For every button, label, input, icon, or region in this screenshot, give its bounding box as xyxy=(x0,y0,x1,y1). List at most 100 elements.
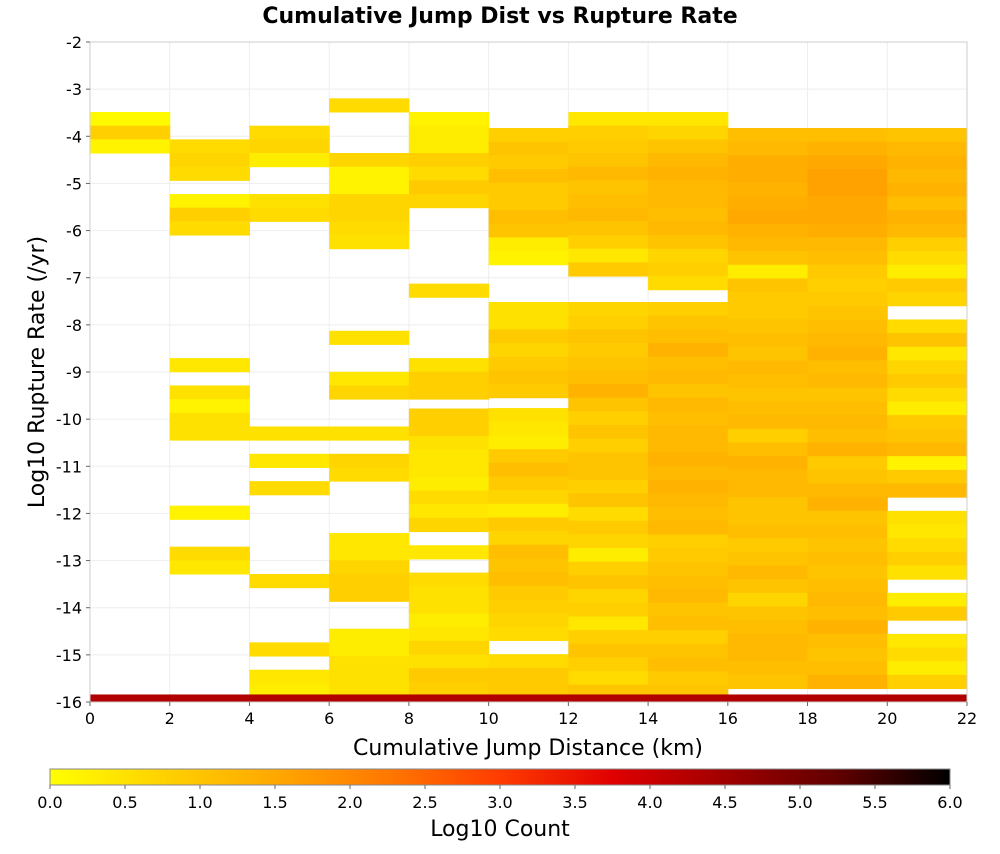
heatmap-cell xyxy=(488,667,569,682)
heatmap-cell xyxy=(807,674,888,690)
heatmap-cell xyxy=(249,153,330,168)
heatmap-cell xyxy=(807,169,888,184)
chart-title: Cumulative Jump Dist vs Rupture Rate xyxy=(262,4,737,29)
heatmap-cell xyxy=(488,654,569,669)
heatmap-cell xyxy=(648,370,729,385)
colorbar-tick-label: 4.5 xyxy=(712,793,737,812)
heatmap-cell xyxy=(488,681,569,696)
heatmap-cell xyxy=(727,620,809,635)
heatmap-cell xyxy=(488,237,569,252)
heatmap-cell xyxy=(648,452,729,467)
heatmap-cell xyxy=(648,343,729,358)
heatmap-cell xyxy=(887,210,968,225)
heatmap-cell xyxy=(488,585,569,600)
heatmap-cell xyxy=(568,194,649,209)
heatmap-cell xyxy=(568,438,649,453)
heatmap-cell xyxy=(169,221,250,236)
heatmap-cell xyxy=(488,626,569,641)
heatmap-cell xyxy=(807,633,888,649)
heatmap-cell xyxy=(727,196,809,211)
heatmap-cell xyxy=(488,462,569,477)
heatmap-cell xyxy=(648,438,729,453)
heatmap-cell xyxy=(568,153,649,168)
heatmap-cell xyxy=(568,112,649,127)
heatmap-cell xyxy=(329,221,410,236)
x-tick-label: 6 xyxy=(324,709,334,728)
heatmap-cell xyxy=(648,166,729,181)
y-tick-label: -14 xyxy=(56,599,82,618)
heatmap-cell xyxy=(568,248,649,263)
heatmap-cell xyxy=(408,166,490,181)
heatmap-cell xyxy=(249,683,330,698)
heatmap-cell xyxy=(329,683,410,698)
heatmap-cell xyxy=(329,532,410,548)
colorbar xyxy=(49,768,951,786)
heatmap-cell xyxy=(249,574,330,589)
heatmap-cell xyxy=(807,223,888,238)
heatmap-cell xyxy=(408,449,490,464)
heatmap-cell xyxy=(408,572,490,587)
heatmap-cell xyxy=(408,139,490,154)
heatmap-cell xyxy=(488,449,569,464)
heatmap-cell xyxy=(568,329,649,344)
heatmap-cell-bottom xyxy=(887,694,968,702)
heatmap-cell xyxy=(169,399,250,414)
heatmap-cell xyxy=(568,262,649,277)
heatmap-cell xyxy=(887,538,968,553)
heatmap-cell xyxy=(488,128,569,143)
heatmap-cell xyxy=(648,315,729,330)
heatmap-cell xyxy=(169,560,250,575)
heatmap-cell xyxy=(727,565,809,580)
heatmap-cell xyxy=(727,510,809,526)
heatmap-cell xyxy=(169,546,250,561)
heatmap-cell xyxy=(807,606,888,621)
heatmap-cell xyxy=(488,301,569,317)
heatmap-cell xyxy=(727,633,809,649)
heatmap-cell xyxy=(568,534,649,549)
y-tick-label: -13 xyxy=(56,552,82,571)
heatmap-cell xyxy=(648,561,729,576)
heatmap-cell xyxy=(727,524,809,539)
heatmap-cell xyxy=(727,415,809,430)
heatmap-cell-bottom xyxy=(408,694,490,702)
heatmap-cell xyxy=(727,128,809,143)
heatmap-cell xyxy=(568,356,649,371)
heatmap-cell xyxy=(887,661,968,676)
colorbar-label: Log10 Count xyxy=(430,817,570,842)
heatmap-cell-bottom xyxy=(90,694,171,702)
x-tick-label: 12 xyxy=(558,709,578,728)
heatmap-cell xyxy=(887,510,968,526)
x-axis-ticks: 0 2 4 6 8 10 12 14 16 18 20 22 xyxy=(85,702,977,728)
heatmap-cell xyxy=(408,517,490,533)
heatmap-cell xyxy=(648,616,729,631)
heatmap-cell xyxy=(568,643,649,658)
heatmap-cell xyxy=(887,292,968,307)
heatmap-cell xyxy=(408,654,490,669)
heatmap-cell xyxy=(169,412,250,427)
heatmap-cell xyxy=(887,387,968,402)
heatmap-cell xyxy=(807,510,888,526)
heatmap-cell xyxy=(568,166,649,181)
heatmap-cell xyxy=(727,551,809,567)
heatmap-cell xyxy=(807,579,888,594)
heatmap-cell xyxy=(807,264,888,279)
heatmap-cell xyxy=(408,681,490,697)
heatmap-cell xyxy=(568,235,649,250)
y-tick-label: -8 xyxy=(66,316,82,335)
heatmap-cell xyxy=(568,507,649,522)
heatmap-cell xyxy=(887,141,968,156)
heatmap-cell xyxy=(648,248,729,263)
heatmap-cell xyxy=(807,292,888,307)
heatmap-cell xyxy=(727,169,809,184)
heatmap-cell xyxy=(727,647,809,662)
x-axis-label: Cumulative Jump Distance (km) xyxy=(353,736,703,761)
y-axis-ticks: -2 -3 -4 -5 -6 -7 -8 -9 -10 -11 -12 -13 -14 -15 -16 xyxy=(56,33,90,712)
heatmap-cell xyxy=(488,503,569,518)
heatmap-cell xyxy=(329,467,410,482)
heatmap-cell xyxy=(727,661,809,676)
heatmap-cell xyxy=(807,483,888,498)
heatmap-cell-bottom xyxy=(648,694,729,702)
heatmap-cell xyxy=(169,139,250,154)
heatmap-cell xyxy=(887,401,968,416)
heatmap-cell xyxy=(727,251,809,266)
